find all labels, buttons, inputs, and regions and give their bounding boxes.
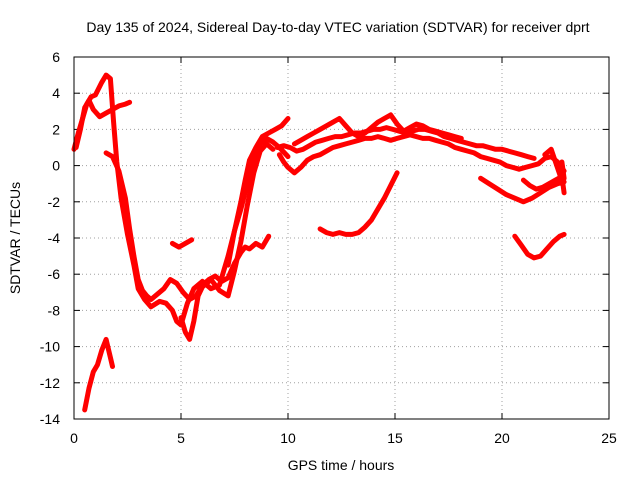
- series-s3: [103, 150, 272, 302]
- x-tick-label: 25: [601, 430, 617, 446]
- x-tick-label: 15: [387, 430, 403, 446]
- y-tick-label: -2: [48, 194, 61, 210]
- x-tick-label: 20: [494, 430, 510, 446]
- x-tick-label: 10: [280, 430, 296, 446]
- chart-title: Day 135 of 2024, Sidereal Day-to-day VTE…: [86, 19, 589, 35]
- y-tick-label: 4: [52, 85, 60, 101]
- series-s2: [73, 97, 133, 150]
- series-s4: [178, 141, 276, 342]
- series-s12: [478, 175, 567, 205]
- plot-frame: [73, 56, 610, 420]
- y-tick-label: -10: [40, 339, 60, 355]
- x-tick-label: 0: [70, 430, 78, 446]
- series-s9: [274, 125, 537, 161]
- series-s6: [169, 237, 195, 250]
- y-tick-label: -4: [48, 230, 61, 246]
- y-tick-label: 0: [52, 158, 60, 174]
- y-tick-label: 6: [52, 49, 60, 65]
- series-s13: [512, 231, 567, 261]
- series-s11: [317, 170, 400, 237]
- series-s1: [71, 72, 291, 328]
- y-tick-label: -12: [40, 375, 60, 391]
- y-tick-label: -14: [40, 411, 60, 427]
- series-s15: [542, 146, 567, 187]
- y-tick-label: -8: [48, 302, 61, 318]
- y-tick-label: -6: [48, 266, 61, 282]
- y-axis-label: SDTVAR / TECUs: [7, 182, 23, 294]
- y-tick-label: 2: [52, 121, 60, 137]
- x-tick-label: 5: [177, 430, 185, 446]
- data-series: [71, 72, 567, 413]
- axis-ticks: 0 5 10 15 20 25 -14 -12 -10 -8 -6 -4 -2 0 2 4 6: [40, 49, 617, 446]
- series-s8: [276, 132, 567, 176]
- series-s10: [291, 112, 464, 147]
- series-s5: [82, 336, 115, 413]
- grid-lines: [74, 57, 609, 419]
- x-axis-label: GPS time / hours: [288, 457, 395, 473]
- series-s7: [225, 116, 291, 268]
